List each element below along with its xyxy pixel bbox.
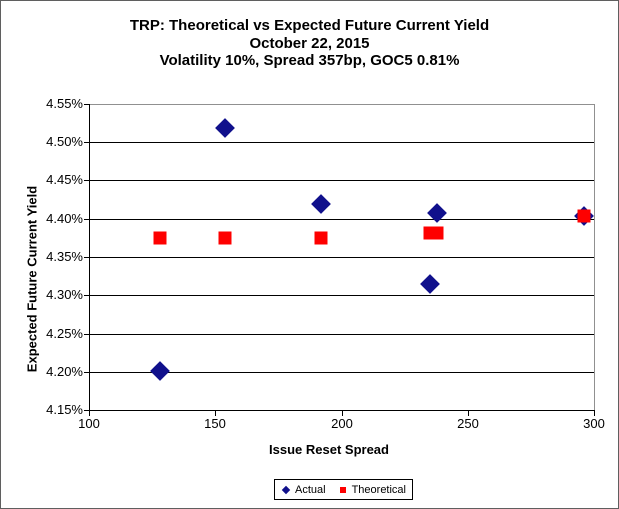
y-axis-tick [84,257,89,258]
gridline [89,334,594,335]
legend-label-actual: Actual [295,483,326,496]
x-tick-label: 200 [331,416,353,431]
x-axis-title: Issue Reset Spread [269,442,389,457]
chart-title: TRP: Theoretical vs Expected Future Curr… [129,17,490,34]
y-tick-label: 4.50% [46,134,83,149]
plot-border-right [594,104,595,410]
y-axis-tick [84,142,89,143]
y-tick-label: 4.35% [46,249,83,264]
gridline [89,180,594,181]
gridline [89,142,594,143]
y-axis-tick [84,334,89,335]
y-tick-label: 4.45% [46,172,83,187]
theoretical-data-point [314,231,328,245]
actual-data-point [419,273,440,294]
y-axis-tick [84,180,89,181]
theoretical-data-point [430,226,444,240]
legend-label-theoretical: Theoretical [351,483,406,496]
y-axis-tick [84,219,89,220]
x-tick-label: 300 [583,416,605,431]
x-axis-tick [215,411,216,416]
y-tick-label: 4.40% [46,211,83,226]
theoretical-data-point [577,209,591,223]
plot-border-top [89,104,594,105]
y-axis-tick [84,295,89,296]
y-axis-tick [84,410,89,411]
chart-subtitle-date: October 22, 2015 [249,34,370,52]
chart-title-block: TRP: Theoretical vs Expected Future Curr… [1,17,618,70]
gridline [89,257,594,258]
actual-data-point [311,193,332,214]
x-axis-tick [594,411,595,416]
y-axis-tick [84,372,89,373]
actual-data-point [149,361,170,381]
gridline [89,295,594,296]
gridline [89,372,594,373]
x-axis-tick [342,411,343,416]
x-tick-label: 250 [457,416,479,431]
actual-data-point [427,203,448,224]
y-axis-tick [84,104,89,105]
y-tick-label: 4.30% [46,287,83,302]
y-tick-label: 4.15% [46,402,83,417]
y-tick-label: 4.25% [46,326,83,341]
x-axis-line [88,410,595,411]
x-axis-tick [468,411,469,416]
y-tick-label: 4.20% [46,364,83,379]
actual-data-point [215,117,236,138]
x-tick-label: 100 [78,416,100,431]
theoretical-data-point [153,231,167,245]
chart-subtitle-params: Volatility 10%, Spread 357bp, GOC5 0.81% [159,52,460,69]
gridline [89,219,594,220]
plot-area [88,104,595,411]
y-tick-label: 4.55% [46,96,83,111]
x-tick-label: 150 [204,416,226,431]
theoretical-data-point [218,231,232,245]
actual-marker-icon [281,485,291,494]
theoretical-marker-icon [339,486,346,493]
x-axis-tick [89,411,90,416]
legend: Actual Theoretical [274,479,413,500]
